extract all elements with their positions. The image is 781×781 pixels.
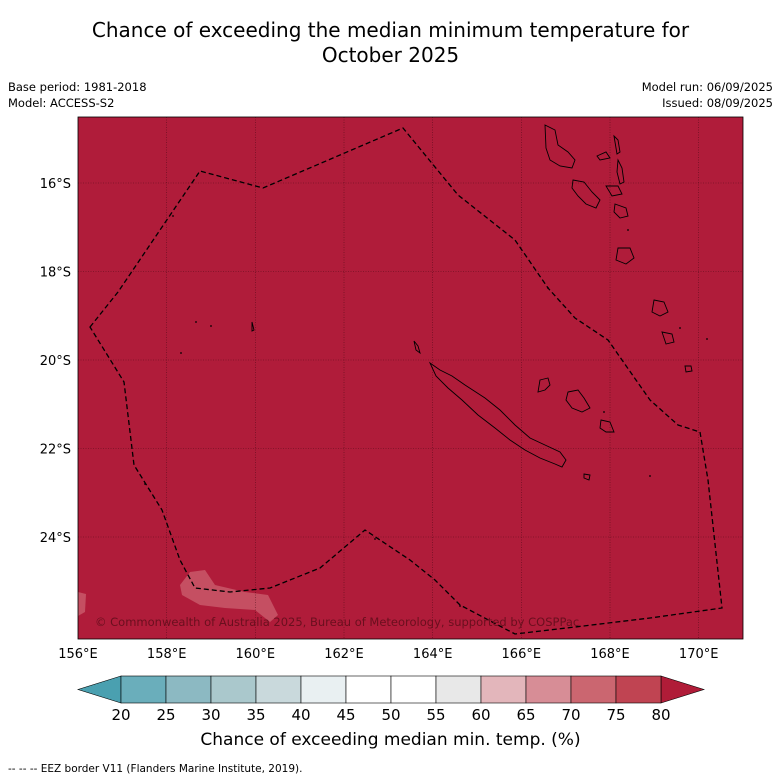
colorbar-segment — [525, 675, 572, 704]
loyalty-islands-3 — [599, 419, 615, 433]
colorbar-tick-label: 55 — [426, 706, 445, 724]
colorbar-tick-label: 70 — [561, 706, 580, 724]
islet — [195, 321, 197, 323]
loyalty-islands-2 — [565, 389, 591, 413]
lat-label: 22°S — [40, 443, 71, 458]
islet — [679, 327, 681, 329]
colorbar-segment — [435, 675, 482, 704]
lon-label: 164°E — [413, 647, 453, 662]
colorbar-tick-label: 60 — [471, 706, 490, 724]
ambrym-island — [605, 185, 623, 197]
lower-probability-patch-edge — [78, 592, 86, 616]
eez-border — [89, 127, 723, 635]
latitude-labels: 16°S 18°S 20°S 22°S 24°S — [40, 177, 71, 546]
colorbar-segment — [300, 675, 347, 704]
colorbar-segment — [570, 675, 617, 704]
islet-elongated — [251, 321, 255, 332]
islet — [547, 287, 549, 289]
colorbar-tick-label: 35 — [246, 706, 265, 724]
colorbar-segment — [390, 675, 437, 704]
lat-label: 18°S — [40, 266, 71, 281]
maewo-island — [613, 134, 621, 155]
colorbar-tick-label: 75 — [606, 706, 625, 724]
islet — [374, 538, 376, 540]
colorbar-tick-label: 50 — [381, 706, 400, 724]
islet — [180, 352, 182, 354]
model-run: Model run: 06/09/2025 — [641, 80, 773, 94]
efate-island — [615, 247, 635, 265]
islet — [627, 229, 629, 231]
map-title: Chance of exceeding the median minimum t… — [0, 18, 781, 68]
loyalty-islands-1 — [537, 377, 551, 393]
islet — [706, 338, 708, 340]
base-period: Base period: 1981-2018 — [8, 80, 147, 94]
small-islets — [144, 215, 708, 607]
ambae-island — [596, 151, 611, 161]
meta-right: Model run: 06/09/2025 Issued: 08/09/2025 — [642, 79, 773, 111]
new-caledonia-island — [428, 361, 567, 468]
colorbar-segment — [255, 675, 302, 704]
colorbar-tick-label: 80 — [651, 706, 670, 724]
probability-field — [78, 117, 743, 639]
tanna-island — [661, 331, 675, 345]
islet — [603, 411, 605, 413]
lower-probability-patch — [180, 570, 278, 622]
lon-label: 160°E — [236, 647, 276, 662]
colorbar-tick-label: 30 — [201, 706, 220, 724]
malekula-island — [571, 179, 601, 209]
belep-islands — [413, 340, 421, 355]
lon-label: 168°E — [590, 647, 630, 662]
lon-label: 156°E — [58, 647, 98, 662]
colorbar-tick-label: 45 — [336, 706, 355, 724]
espiritu-santo-island — [544, 124, 576, 169]
meta-left: Base period: 1981-2018 Model: ACCESS-S2 — [8, 79, 147, 111]
lat-label: 24°S — [40, 531, 71, 546]
colorbar: 20 25 30 35 40 45 50 55 60 65 70 75 80 — [76, 675, 706, 724]
model-name: Model: ACCESS-S2 — [8, 96, 115, 110]
lat-label: 16°S — [40, 177, 71, 192]
colorbar-extend-low — [76, 675, 122, 704]
lat-label: 20°S — [40, 354, 71, 369]
issued-date: Issued: 08/09/2025 — [662, 96, 773, 110]
colorbar-segment — [210, 675, 257, 704]
islet — [649, 475, 651, 477]
colorbar-extend-high — [660, 675, 706, 704]
islet — [210, 325, 212, 327]
erromango-island — [651, 299, 669, 317]
colorbar-tick-label: 25 — [156, 706, 175, 724]
colorbar-segment — [165, 675, 212, 704]
lon-label: 170°E — [679, 647, 719, 662]
colorbar-tick-label: 20 — [111, 706, 130, 724]
eez-legend-footnote: -- -- -- EEZ border V11 (Flanders Marine… — [8, 763, 303, 775]
colorbar-segment — [120, 675, 167, 704]
copyright-notice: © Commonwealth of Australia 2025, Bureau… — [95, 615, 579, 629]
lon-label: 158°E — [147, 647, 187, 662]
title-line-2: October 2025 — [321, 43, 460, 67]
gridlines — [78, 117, 743, 639]
pentecost-island — [616, 158, 625, 185]
colorbar-segment — [615, 675, 662, 704]
colorbar-tick-label: 40 — [291, 706, 310, 724]
islet — [144, 483, 146, 485]
isle-of-pines — [583, 473, 591, 481]
colorbar-label: Chance of exceeding median min. temp. (%… — [200, 730, 581, 750]
lon-label: 162°E — [324, 647, 364, 662]
lon-label: 166°E — [502, 647, 542, 662]
map-frame — [77, 116, 744, 640]
islet — [172, 215, 174, 217]
epi-island — [613, 203, 629, 219]
aneityum-island — [684, 365, 693, 373]
colorbar-tick-label: 65 — [516, 706, 535, 724]
colorbar-segment — [345, 675, 392, 704]
islet — [459, 605, 461, 607]
colorbar-segment — [480, 675, 527, 704]
longitude-labels: 156°E 158°E 160°E 162°E 164°E 166°E 168°… — [58, 647, 718, 662]
title-line-1: Chance of exceeding the median minimum t… — [91, 18, 690, 42]
